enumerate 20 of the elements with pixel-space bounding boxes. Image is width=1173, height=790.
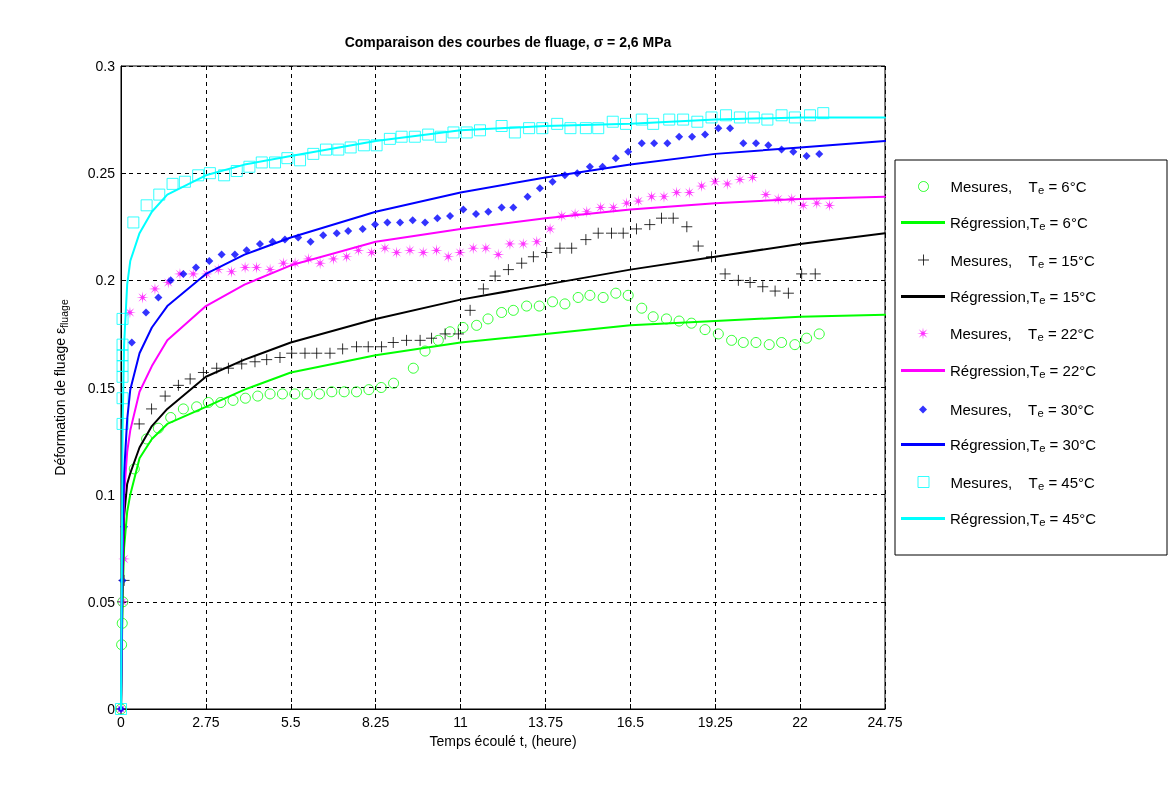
x-tick-label: 19.25	[697, 714, 733, 730]
x-tick-label: 13.75	[527, 714, 564, 730]
y-tick-label: 0.15	[87, 379, 116, 396]
x-tick-label: 22	[792, 714, 809, 730]
y-tick-label: 0.25	[87, 165, 116, 182]
x-tick-label: 11	[453, 714, 469, 730]
x-tick-label: 5.5	[281, 714, 301, 730]
x-tick-label: 24.75	[867, 714, 903, 730]
x-tick-label: 16.5	[616, 714, 645, 730]
x-tick-label: 2.75	[192, 714, 220, 730]
y-tick-label: 0.1	[95, 486, 116, 503]
y-tick-label: 0.3	[95, 58, 116, 74]
y-tick-label: 0.2	[95, 272, 116, 289]
y-tick-label: 0.05	[87, 593, 116, 610]
x-tick-label: 0	[117, 714, 126, 730]
y-tick-label: 0	[107, 701, 116, 717]
x-axis-title: Temps écoulé t, (heure)	[429, 732, 577, 749]
y-axis-title: Déformation de fluage εfluage	[52, 299, 70, 476]
x-tick-label: 8.25	[362, 714, 390, 730]
chart-title: Comparaison des courbes de fluage, σ = 2,6 MPa	[344, 34, 672, 50]
